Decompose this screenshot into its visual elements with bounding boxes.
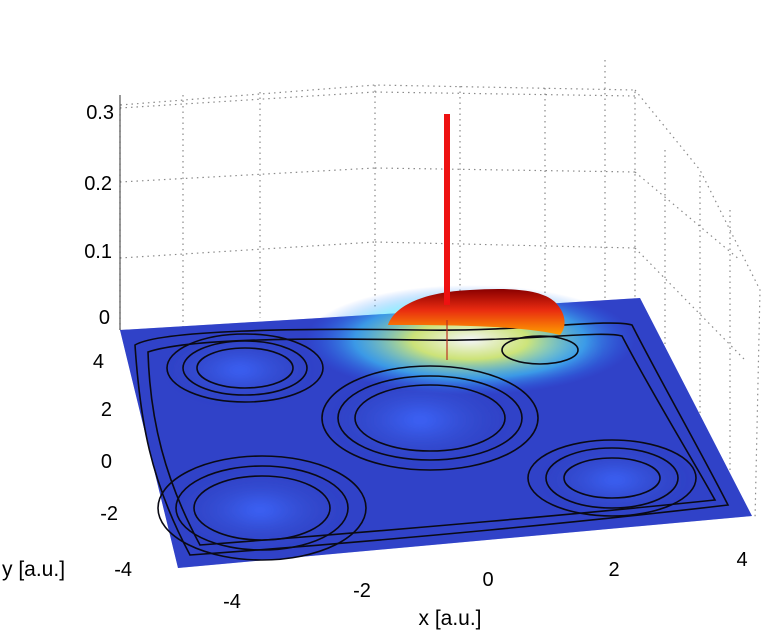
wavepacket-peak: [388, 289, 565, 335]
x-tick-label: 4: [736, 549, 747, 571]
x-tick-label: 2: [608, 559, 619, 581]
z-tick-label: 0.3: [86, 102, 114, 124]
y-axis: -4 -2 0 2 4 y [a.u.]: [2, 351, 132, 581]
x-tick-label: 0: [482, 569, 493, 591]
z-tick-label: 0.1: [84, 241, 112, 263]
x-tick-label: -4: [223, 591, 241, 613]
y-tick-label: 2: [101, 399, 112, 421]
x-axis: -4 -2 0 2 4 x [a.u.]: [223, 549, 747, 630]
red-spike: [444, 114, 450, 360]
z-tick-label: 0: [99, 307, 110, 329]
z-tick-label: 0.2: [84, 173, 112, 195]
z-axis: 0 0.1 0.2 0.3: [84, 95, 121, 330]
x-tick-label: -2: [353, 580, 371, 602]
y-tick-label: 4: [93, 351, 104, 373]
contour-lines: [134, 322, 730, 561]
y-axis-label: y [a.u.]: [2, 558, 65, 581]
y-tick-label: -2: [100, 503, 118, 525]
y-tick-label: 0: [101, 451, 112, 473]
x-axis-label: x [a.u.]: [418, 607, 481, 630]
y-tick-label: -4: [114, 559, 132, 581]
